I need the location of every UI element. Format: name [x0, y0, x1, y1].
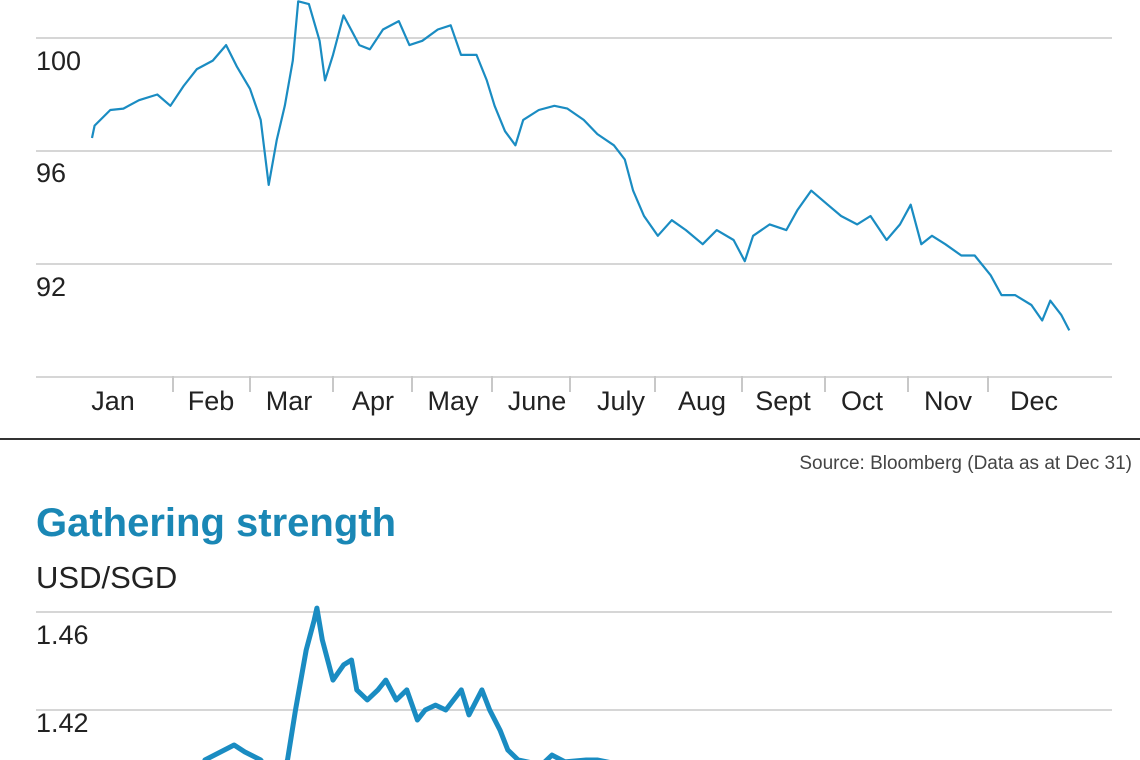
- month-label: Mar: [266, 386, 313, 416]
- month-label: May: [427, 386, 479, 416]
- month-label: Sept: [755, 386, 811, 416]
- series-line: [90, 0, 1071, 331]
- source-note: Source: Bloomberg (Data as at Dec 31): [799, 453, 1132, 474]
- y-tick-label: 92: [36, 272, 66, 302]
- chart-title: Gathering strength: [36, 501, 396, 545]
- y-tick-label: 1.46: [36, 620, 89, 650]
- chart-subtitle: USD/SGD: [36, 560, 177, 595]
- top-gridlines: [36, 37, 1112, 378]
- x-axis-ticks: [172, 376, 989, 392]
- y-tick-label: 96: [36, 158, 66, 188]
- month-label: Nov: [924, 386, 973, 416]
- month-label: Dec: [1010, 386, 1058, 416]
- y-tick-label: 100: [36, 46, 81, 76]
- month-label: Jan: [91, 386, 135, 416]
- month-label: Oct: [841, 386, 884, 416]
- month-label: Aug: [678, 386, 726, 416]
- month-label: June: [508, 386, 567, 416]
- month-label: July: [597, 386, 646, 416]
- dollar-index-chart: 92 96 100 Jan Feb Mar Apr May June July Aug Sept…: [36, 0, 1112, 416]
- series-line: [202, 605, 611, 760]
- y-tick-label: 1.42: [36, 708, 89, 738]
- month-label: Apr: [352, 386, 394, 416]
- x-axis-labels: Jan Feb Mar Apr May June July Aug Sept Oct Nov Dec: [91, 386, 1058, 416]
- usd-sgd-chart: Gathering strength USD/SGD 1.46 1.42: [36, 501, 1112, 760]
- month-label: Feb: [188, 386, 235, 416]
- bottom-gridlines: [36, 611, 1112, 711]
